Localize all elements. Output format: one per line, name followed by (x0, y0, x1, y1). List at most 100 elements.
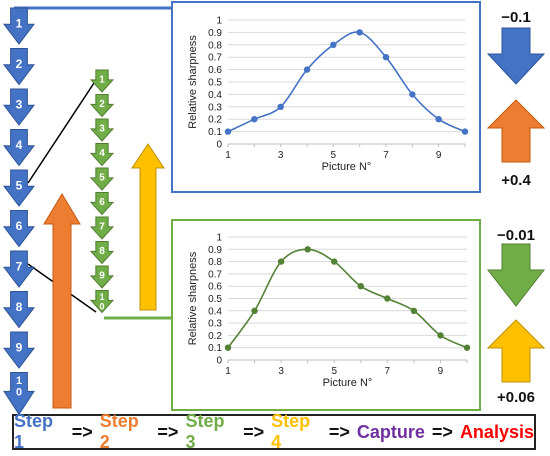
data-point (357, 283, 364, 290)
y-tick-label: 0.4 (208, 90, 222, 101)
data-point (304, 246, 311, 253)
arrow-shape (2, 7, 36, 45)
coarse-step-arrow: 5 (2, 169, 36, 207)
coarse-decrease-value: −0.1 (501, 9, 531, 26)
fine-step-arrow: 5 (89, 167, 115, 191)
y-tick-label: 0.8 (208, 40, 222, 51)
arrow-shape (89, 167, 115, 191)
pipeline-arrow: => (243, 421, 265, 442)
x-tick-label: 3 (278, 150, 284, 161)
step-number: 0 (16, 386, 22, 398)
fine-step-arrow: 6 (89, 192, 115, 216)
step-number: 8 (99, 246, 105, 257)
y-tick-label: 1 (216, 16, 222, 27)
coarse-step-arrow: 6 (2, 210, 36, 248)
pipeline-arrow: => (71, 421, 93, 442)
pipeline-step: Capture (356, 421, 425, 442)
pipeline-legend: Step 1 => Step 2 => Step 3 => Step 4 => Capture =… (12, 411, 536, 452)
y-tick-label: 0.2 (208, 115, 222, 126)
x-axis-label: Picture N° (322, 161, 372, 173)
fine-step-arrow: 7 (89, 216, 115, 240)
step-number: 1 (16, 16, 23, 30)
x-tick-label: 1 (225, 366, 231, 377)
step-number: 4 (16, 138, 23, 152)
step-number: 5 (99, 173, 105, 184)
zoom-line-top (27, 79, 97, 184)
fine-step-arrow: 2 (89, 94, 115, 118)
data-point (277, 258, 285, 265)
data-point (410, 307, 418, 314)
y-tick-label: 0.5 (208, 78, 222, 89)
y-tick-label: 0.3 (208, 102, 222, 113)
data-point (277, 103, 284, 111)
y-tick-label: 0.9 (208, 245, 222, 256)
step-number: 1 (99, 292, 104, 302)
pipeline-arrow: => (328, 421, 350, 442)
x-tick-label: 5 (331, 366, 337, 377)
x-tick-label: 5 (331, 150, 337, 161)
y-tick-label: 0 (216, 356, 222, 367)
pipeline-step: Step 3 (185, 411, 225, 452)
x-tick-label: 9 (436, 150, 442, 161)
fine-step-arrow: 9 (89, 265, 115, 289)
arrow-shape (89, 192, 115, 216)
data-point (382, 54, 390, 61)
pipeline-arrow: => (431, 421, 453, 442)
arrow-shape (2, 129, 36, 167)
fine-return-arrow (131, 143, 165, 311)
x-tick-label: 9 (438, 366, 444, 377)
fine-increase-arrow (486, 319, 546, 383)
y-tick-label: 0.6 (208, 282, 222, 293)
coarse-decrease-arrow (486, 27, 546, 85)
arrow-shape (2, 88, 36, 126)
arrow-shape (89, 216, 115, 240)
step-change-arrows: −0.1 +0.4 −0.01 +0.06 (486, 9, 546, 406)
pipeline-step: Step 4 (271, 411, 311, 452)
y-tick-label: 0.7 (208, 269, 222, 280)
step-number: 3 (99, 124, 105, 135)
y-tick-label: 0.6 (208, 65, 222, 76)
step-number: 5 (16, 178, 23, 192)
step-number: 7 (99, 222, 105, 233)
chart-frame (171, 1, 481, 193)
step-number: 0 (99, 302, 104, 312)
coarse-step-arrow: 2 (2, 48, 36, 86)
step-number: 2 (16, 57, 23, 71)
data-point (303, 66, 311, 73)
coarse-step-arrow: 4 (2, 129, 36, 167)
data-point (384, 295, 391, 302)
coarse-step-arrow: 1 (2, 7, 36, 45)
fine-step-arrow: 1 (89, 69, 115, 93)
x-tick-label: 3 (278, 366, 284, 377)
arrow-shape (89, 143, 115, 167)
arrow-shape (89, 69, 115, 93)
fine-step-arrow: 3 (89, 118, 115, 142)
data-point (224, 128, 232, 135)
y-tick-label: 0.1 (208, 343, 222, 354)
pipeline-step: Analysis (459, 421, 534, 442)
coarse-return-arrow (43, 193, 81, 409)
data-point (356, 29, 363, 36)
fine-step-arrow: 10 (89, 290, 115, 314)
fine-decrease-arrow (486, 243, 546, 307)
arrow-shape (2, 331, 36, 369)
series-line (227, 31, 466, 133)
step-number: 8 (16, 300, 23, 314)
coarse-step-arrow: 3 (2, 88, 36, 126)
coarse-step-arrow: 9 (2, 331, 36, 369)
x-tick-label: 7 (385, 366, 391, 377)
y-tick-label: 0.9 (208, 28, 222, 39)
chart-frame (171, 219, 481, 411)
fine-sharpness-chart: 00.10.20.30.40.50.60.70.80.911 3 5 7 9Pictur… (171, 219, 481, 411)
arrow-shape (2, 48, 36, 86)
coarse-step-arrow: 8 (2, 291, 36, 329)
step-number: 6 (99, 197, 105, 208)
pipeline-step: Step 2 (99, 411, 139, 452)
data-point (330, 41, 337, 48)
series-line (227, 248, 468, 349)
x-tick-label: 7 (383, 150, 389, 161)
data-point (224, 344, 232, 351)
